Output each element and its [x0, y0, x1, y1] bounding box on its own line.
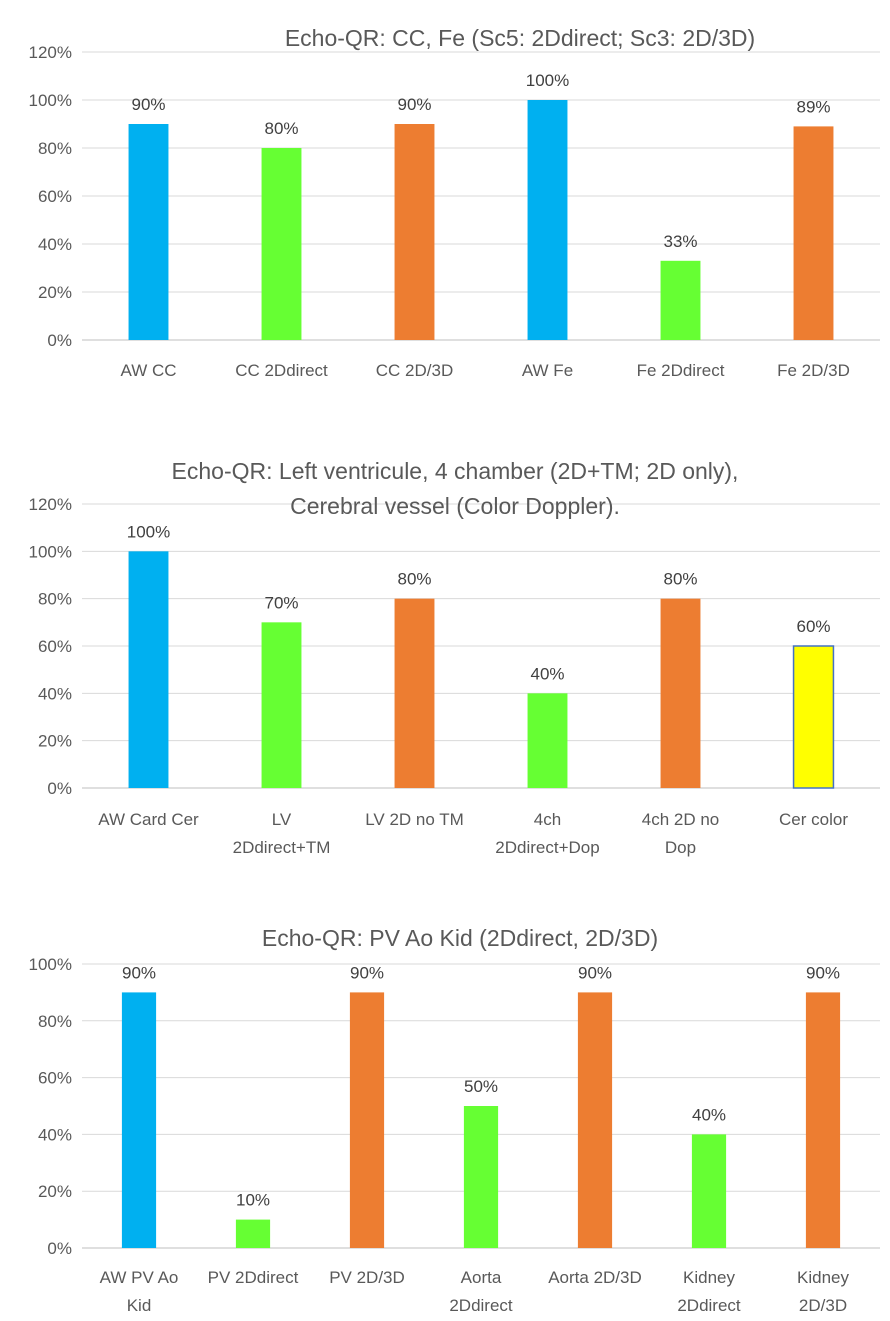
- data-label: 80%: [264, 119, 298, 138]
- bar: [394, 598, 435, 788]
- y-tick-label: 100%: [29, 955, 72, 974]
- y-tick-label: 40%: [38, 684, 72, 703]
- x-tick-label: 2D/3D: [799, 1296, 847, 1315]
- x-tick-label: Kid: [127, 1296, 152, 1315]
- chart-title: Echo-QR: PV Ao Kid (2Ddirect, 2D/3D): [262, 925, 658, 951]
- y-tick-label: 60%: [38, 637, 72, 656]
- bar: [805, 992, 841, 1248]
- x-tick-label: LV: [272, 810, 292, 829]
- x-tick-label: 2Ddirect+Dop: [495, 838, 599, 857]
- chart-c-svg: 0% 20% 40% 60% 80% 100% Echo-QR: PV Ao Kid (2D…: [29, 925, 880, 1315]
- x-tick-label: AW Card Cer: [98, 810, 199, 829]
- chart-title: Echo-QR: CC, Fe (Sc5: 2Ddirect; Sc3: 2D/…: [285, 25, 755, 51]
- y-tick-label: 0%: [47, 331, 72, 350]
- bar: [793, 126, 834, 341]
- y-tick-label: 120%: [29, 495, 72, 514]
- x-tick-label: AW CC: [120, 361, 176, 380]
- data-label: 90%: [578, 963, 612, 982]
- x-tick-label: AW PV Ao: [100, 1268, 179, 1287]
- bar: [128, 124, 169, 340]
- data-label: 89%: [796, 97, 830, 116]
- bar: [235, 1219, 271, 1248]
- data-label: 90%: [122, 963, 156, 982]
- bar: [792, 645, 835, 789]
- x-tick-label: PV 2Ddirect: [208, 1268, 299, 1287]
- chart-a-svg: 0% 20% 40% 60% 80% 100% 120% Echo-QR: CC, Fe (S…: [29, 25, 880, 380]
- y-tick-label: 20%: [38, 732, 72, 751]
- x-tick-label: 2Ddirect: [677, 1296, 741, 1315]
- bar: [577, 992, 613, 1248]
- bar: [527, 100, 568, 340]
- data-label: 50%: [464, 1077, 498, 1096]
- chart-title: Cerebral vessel (Color Doppler).: [290, 493, 620, 519]
- x-tick-label: Dop: [665, 838, 696, 857]
- y-tick-label: 60%: [38, 1069, 72, 1088]
- y-tick-label: 100%: [29, 91, 72, 110]
- x-tick-label: 2Ddirect+TM: [233, 838, 331, 857]
- y-tick-label: 40%: [38, 1125, 72, 1144]
- bar: [660, 260, 701, 340]
- bar: [463, 1106, 499, 1248]
- y-tick-label: 60%: [38, 187, 72, 206]
- data-label: 100%: [526, 71, 569, 90]
- data-label: 40%: [692, 1105, 726, 1124]
- bar: [261, 622, 302, 788]
- y-tick-label: 80%: [38, 590, 72, 609]
- x-tick-label: LV 2D no TM: [365, 810, 464, 829]
- bar: [261, 148, 302, 340]
- y-tick-label: 100%: [29, 542, 72, 561]
- chart-panel-c: 0% 20% 40% 60% 80% 100% Echo-QR: PV Ao Kid (2D…: [0, 890, 890, 1316]
- y-tick-label: 80%: [38, 1012, 72, 1031]
- bar: [128, 551, 169, 788]
- x-tick-label: Fe 2D/3D: [777, 361, 850, 380]
- data-label: 40%: [530, 664, 564, 683]
- bar: [349, 992, 385, 1248]
- data-label: 60%: [796, 617, 830, 636]
- x-tick-label: CC 2D/3D: [376, 361, 453, 380]
- x-tick-label: 4ch: [534, 810, 561, 829]
- x-tick-label: Aorta: [461, 1268, 502, 1287]
- x-tick-label: 4ch 2D no: [642, 810, 720, 829]
- x-tick-label: 2Ddirect: [449, 1296, 513, 1315]
- bar: [691, 1134, 727, 1248]
- data-label: 70%: [264, 593, 298, 612]
- y-tick-label: 20%: [38, 1182, 72, 1201]
- x-tick-label: Fe 2Ddirect: [637, 361, 725, 380]
- x-tick-label: PV 2D/3D: [329, 1268, 405, 1287]
- data-label: 90%: [806, 963, 840, 982]
- data-label: 100%: [127, 522, 170, 541]
- data-label: 80%: [663, 570, 697, 589]
- data-label: 10%: [236, 1191, 270, 1210]
- x-tick-label: Cer color: [779, 810, 848, 829]
- y-tick-label: 80%: [38, 139, 72, 158]
- x-tick-label: AW Fe: [522, 361, 573, 380]
- y-tick-label: 0%: [47, 1239, 72, 1258]
- bar: [660, 598, 701, 788]
- x-tick-label: CC 2Ddirect: [235, 361, 328, 380]
- y-tick-label: 40%: [38, 235, 72, 254]
- data-label: 33%: [663, 232, 697, 251]
- data-label: 90%: [350, 963, 384, 982]
- data-label: 90%: [397, 95, 431, 114]
- bar: [394, 124, 435, 340]
- chart-panel-b: 0% 20% 40% 60% 80% 100% 120% Echo-QR: Left vent…: [0, 425, 890, 885]
- chart-title: Echo-QR: Left ventricule, 4 chamber (2D+…: [172, 458, 739, 484]
- x-tick-label: Kidney: [683, 1268, 735, 1287]
- chart-b-svg: 0% 20% 40% 60% 80% 100% 120% Echo-QR: Left vent…: [29, 458, 880, 857]
- data-label: 90%: [131, 95, 165, 114]
- chart-panel-a: 0% 20% 40% 60% 80% 100% 120% Echo-QR: CC, Fe (S…: [0, 0, 890, 400]
- y-tick-label: 20%: [38, 283, 72, 302]
- x-tick-label: Aorta 2D/3D: [548, 1268, 642, 1287]
- bar: [121, 992, 157, 1248]
- y-tick-label: 0%: [47, 779, 72, 798]
- bar: [527, 693, 568, 788]
- data-label: 80%: [397, 570, 431, 589]
- x-tick-label: Kidney: [797, 1268, 849, 1287]
- y-tick-label: 120%: [29, 43, 72, 62]
